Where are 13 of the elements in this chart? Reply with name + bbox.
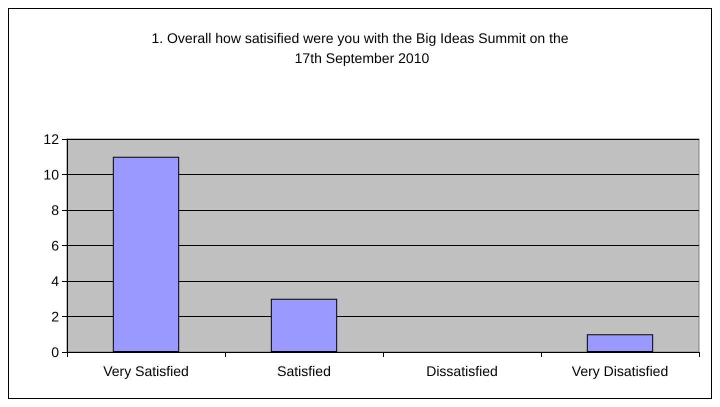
x-tick-label: Satisfied: [277, 363, 331, 379]
y-tick-label: 10: [43, 166, 60, 182]
chart-title: 1. Overall how satisified were you with the Big Ideas Summit on the 17th September 2010: [151, 30, 569, 66]
y-tick-label: 0: [51, 344, 60, 360]
x-tick-label: Dissatisfied: [426, 363, 498, 379]
y-tick-label: 4: [51, 273, 60, 289]
x-tick-label: Very Disatisfied: [572, 363, 668, 379]
x-tick-label: Very Satisfied: [103, 363, 189, 379]
bar: [586, 334, 654, 352]
y-tick-label: 8: [51, 202, 60, 218]
y-tick-label: 6: [51, 238, 60, 254]
y-tick-label: 2: [51, 308, 60, 324]
y-tick-label: 12: [43, 131, 60, 147]
